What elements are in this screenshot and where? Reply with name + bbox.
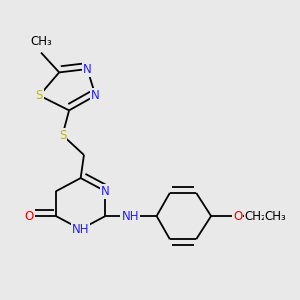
Text: S: S: [36, 89, 43, 102]
Text: NH: NH: [72, 223, 89, 236]
Text: O: O: [233, 209, 242, 223]
Text: N: N: [83, 63, 92, 76]
Text: N: N: [101, 185, 110, 198]
Text: S: S: [59, 129, 66, 142]
Text: O: O: [25, 209, 34, 223]
Text: NH: NH: [122, 209, 139, 223]
Text: CH₂: CH₂: [245, 209, 267, 223]
Text: CH₃: CH₃: [265, 209, 286, 223]
Text: N: N: [91, 89, 100, 102]
Text: CH₃: CH₃: [30, 34, 52, 47]
